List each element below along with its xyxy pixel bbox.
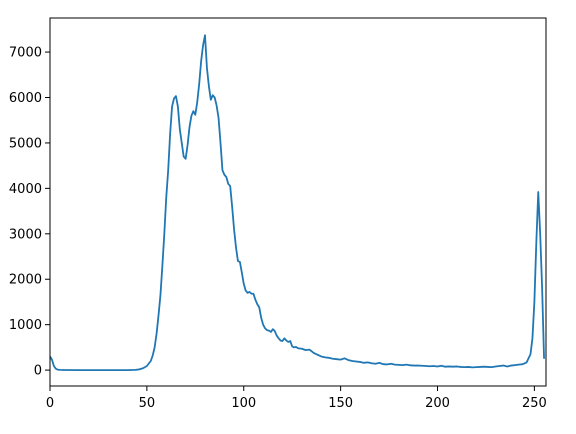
y-tick-label: 3000: [9, 227, 42, 242]
y-tick-label: 2000: [9, 273, 42, 288]
x-tick-label: 0: [46, 396, 54, 411]
y-tick-label: 6000: [9, 91, 42, 106]
y-tick-label: 5000: [9, 136, 42, 151]
y-tick-label: 4000: [9, 182, 42, 197]
x-tick-label: 250: [522, 396, 547, 411]
x-tick-label: 200: [425, 396, 450, 411]
x-tick-label: 50: [139, 396, 156, 411]
y-axis: 0 1000 2000 3000 4000 5000 6000 7000: [9, 46, 50, 379]
x-tick-label: 100: [231, 396, 256, 411]
y-tick-label: 7000: [9, 46, 42, 61]
x-tick-label: 150: [328, 396, 353, 411]
x-axis: 0 50 100 150 200 250: [46, 386, 547, 411]
y-tick-label: 0: [34, 364, 42, 379]
plot-area: [50, 18, 546, 386]
plot-frame: [49, 17, 547, 387]
series-line: [49, 34, 545, 371]
y-tick-label: 1000: [9, 318, 42, 333]
